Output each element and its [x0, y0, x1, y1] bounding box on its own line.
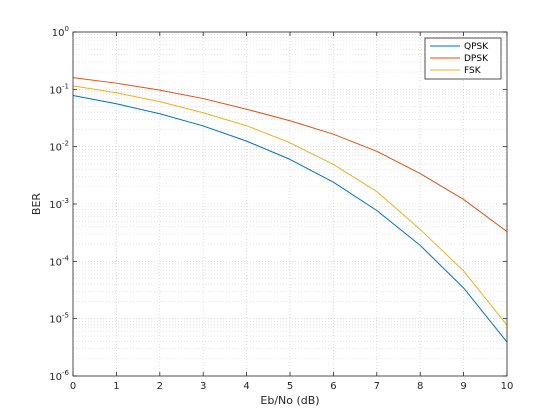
y-tick-label: 10-1 [49, 82, 69, 96]
legend: QPSK DPSK FSK [424, 37, 502, 80]
x-tick-label: 1 [113, 381, 119, 392]
x-tick-label: 5 [287, 381, 293, 392]
legend-label-dpsk: DPSK [464, 54, 489, 64]
y-tick-label: 10-6 [49, 369, 69, 383]
x-tick-label: 3 [200, 381, 206, 392]
x-tick-label: 0 [70, 381, 76, 392]
x-tick-label: 2 [157, 381, 163, 392]
series-line-qpsk [72, 95, 508, 343]
legend-label-fsk: FSK [464, 66, 482, 76]
y-tick-label: 100 [52, 25, 69, 39]
legend-label-qpsk: QPSK [464, 42, 489, 52]
x-tick-label: 10 [501, 381, 514, 392]
x-tick-label: 4 [243, 381, 249, 392]
x-tick-label: 8 [417, 381, 423, 392]
y-tick-label: 10-3 [49, 197, 69, 211]
y-tick-label: 10-2 [49, 140, 69, 154]
series-line-dpsk [72, 77, 508, 233]
y-tick-label: 10-5 [49, 312, 69, 326]
x-tick-label: 7 [374, 381, 380, 392]
series-line-fsk [72, 85, 508, 326]
y-tick-label: 10-4 [49, 254, 69, 268]
axis-ticks: 0 1 2 3 4 5 6 7 8 9 10 100 10-1 10-2 10-3 10-4 10-5 10-6 [49, 25, 513, 392]
x-axis-label: Eb/No (dB) [260, 394, 319, 407]
y-axis-label: BER [30, 193, 43, 215]
series-lines [72, 77, 508, 343]
x-tick-label: 9 [460, 381, 466, 392]
x-tick-label: 6 [330, 381, 336, 392]
